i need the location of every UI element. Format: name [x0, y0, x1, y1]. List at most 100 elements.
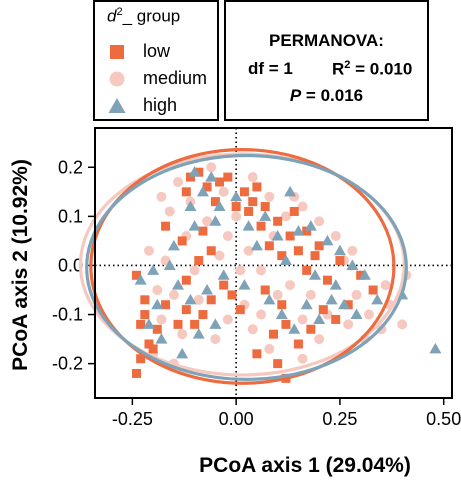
point-high-20	[205, 171, 218, 182]
point-high-26	[304, 220, 317, 231]
point-low-32	[264, 241, 274, 251]
point-high-37	[275, 308, 288, 320]
point-high-36	[288, 323, 301, 334]
point-high-46	[338, 298, 351, 310]
point-low-9	[161, 300, 171, 310]
point-low-25	[215, 177, 225, 187]
axis-layer: -0.25 0.00 0.25 0.50 -0.2 -0.1 0.0 0.1 0.2	[52, 157, 461, 429]
point-high-17	[196, 185, 209, 197]
x-tick-label-0: -0.25	[112, 409, 153, 429]
point-medium-13	[297, 201, 308, 212]
point-high-6	[201, 284, 214, 295]
point-low-55	[260, 285, 270, 295]
point-low-7	[140, 310, 150, 320]
permanova-r2-sup: 2	[344, 59, 351, 71]
y-tick-label-1: -0.1	[52, 305, 83, 325]
point-low-41	[335, 256, 345, 266]
point-low-17	[206, 246, 216, 256]
point-low-14	[206, 295, 216, 305]
point-low-48	[277, 300, 287, 310]
point-low-20	[177, 236, 187, 246]
point-high-30	[358, 269, 371, 280]
point-low-44	[343, 300, 353, 310]
point-low-8	[152, 324, 162, 334]
point-low-59	[210, 197, 220, 207]
point-high-2	[163, 259, 176, 270]
point-low-30	[244, 206, 254, 216]
legend-title-sup: 2	[116, 6, 123, 18]
point-medium-34	[156, 314, 167, 325]
point-medium-17	[351, 289, 362, 300]
triangle-marker-icon	[108, 98, 126, 113]
y-tick-label-2: 0.0	[58, 255, 83, 275]
point-low-53	[281, 319, 291, 329]
point-low-6	[148, 344, 158, 354]
point-low-2	[136, 319, 146, 329]
point-medium-15	[330, 231, 341, 241]
point-medium-31	[210, 334, 221, 345]
point-medium-40	[243, 245, 254, 256]
point-low-38	[289, 206, 299, 216]
point-medium-3	[168, 289, 179, 300]
point-low-12	[190, 319, 200, 329]
point-high-43	[250, 239, 263, 251]
x-tick-label-2: 0.25	[322, 409, 357, 429]
point-low-61	[194, 167, 204, 177]
point-medium-37	[189, 265, 200, 276]
point-medium-18	[363, 309, 374, 320]
point-high-16	[184, 200, 197, 212]
permanova-df: df = 1	[248, 59, 293, 78]
point-medium-52	[272, 289, 283, 300]
point-low-31	[256, 221, 266, 231]
point-low-29	[252, 182, 262, 192]
point-low-51	[273, 359, 283, 369]
point-high-47	[284, 185, 297, 197]
legend-item-high: high	[95, 93, 219, 119]
point-high-25	[292, 225, 305, 236]
point-low-5	[132, 368, 142, 378]
point-medium-7	[206, 162, 217, 173]
point-low-18	[219, 280, 229, 290]
permanova-p-value: = 0.016	[301, 86, 364, 105]
point-low-36	[302, 226, 312, 236]
point-high-35	[300, 298, 313, 310]
point-high-31	[371, 293, 384, 305]
permanova-p: P = 0.016	[226, 86, 427, 106]
point-low-34	[285, 231, 295, 241]
point-low-1	[140, 295, 150, 305]
point-high-42	[238, 279, 251, 290]
square-marker-icon	[110, 45, 124, 59]
point-high-23	[259, 210, 272, 221]
point-low-49	[269, 329, 278, 339]
point-high-39	[279, 254, 292, 266]
legend-title-suffix: _ group	[122, 6, 181, 26]
point-medium-43	[285, 280, 296, 291]
point-medium-0	[143, 245, 154, 256]
point-low-43	[368, 285, 378, 295]
point-low-15	[181, 275, 191, 285]
point-high-18	[213, 200, 226, 212]
point-high-1	[147, 264, 160, 275]
point-low-27	[239, 187, 249, 197]
point-medium-11	[264, 191, 275, 202]
point-medium-5	[173, 177, 184, 187]
point-medium-12	[280, 211, 291, 222]
point-high-27	[321, 234, 334, 246]
point-high-22	[242, 220, 255, 231]
ellipse-high	[85, 153, 408, 381]
point-low-42	[356, 270, 366, 280]
point-low-19	[227, 290, 237, 300]
point-low-47	[306, 324, 316, 334]
permanova-p-letter: P	[289, 86, 302, 105]
point-medium-28	[247, 324, 258, 335]
legend-item-low: low	[95, 39, 219, 65]
point-high-19	[188, 166, 201, 177]
point-medium-54	[297, 314, 308, 325]
point-medium-38	[202, 216, 213, 227]
point-low-52	[252, 349, 262, 359]
point-high-41	[329, 279, 342, 290]
point-low-13	[198, 310, 208, 320]
x-tick-label-1: 0.00	[219, 409, 254, 429]
permanova-box: PERMANOVA: df = 1 R2 = 0.010 P = 0.016	[224, 0, 429, 121]
